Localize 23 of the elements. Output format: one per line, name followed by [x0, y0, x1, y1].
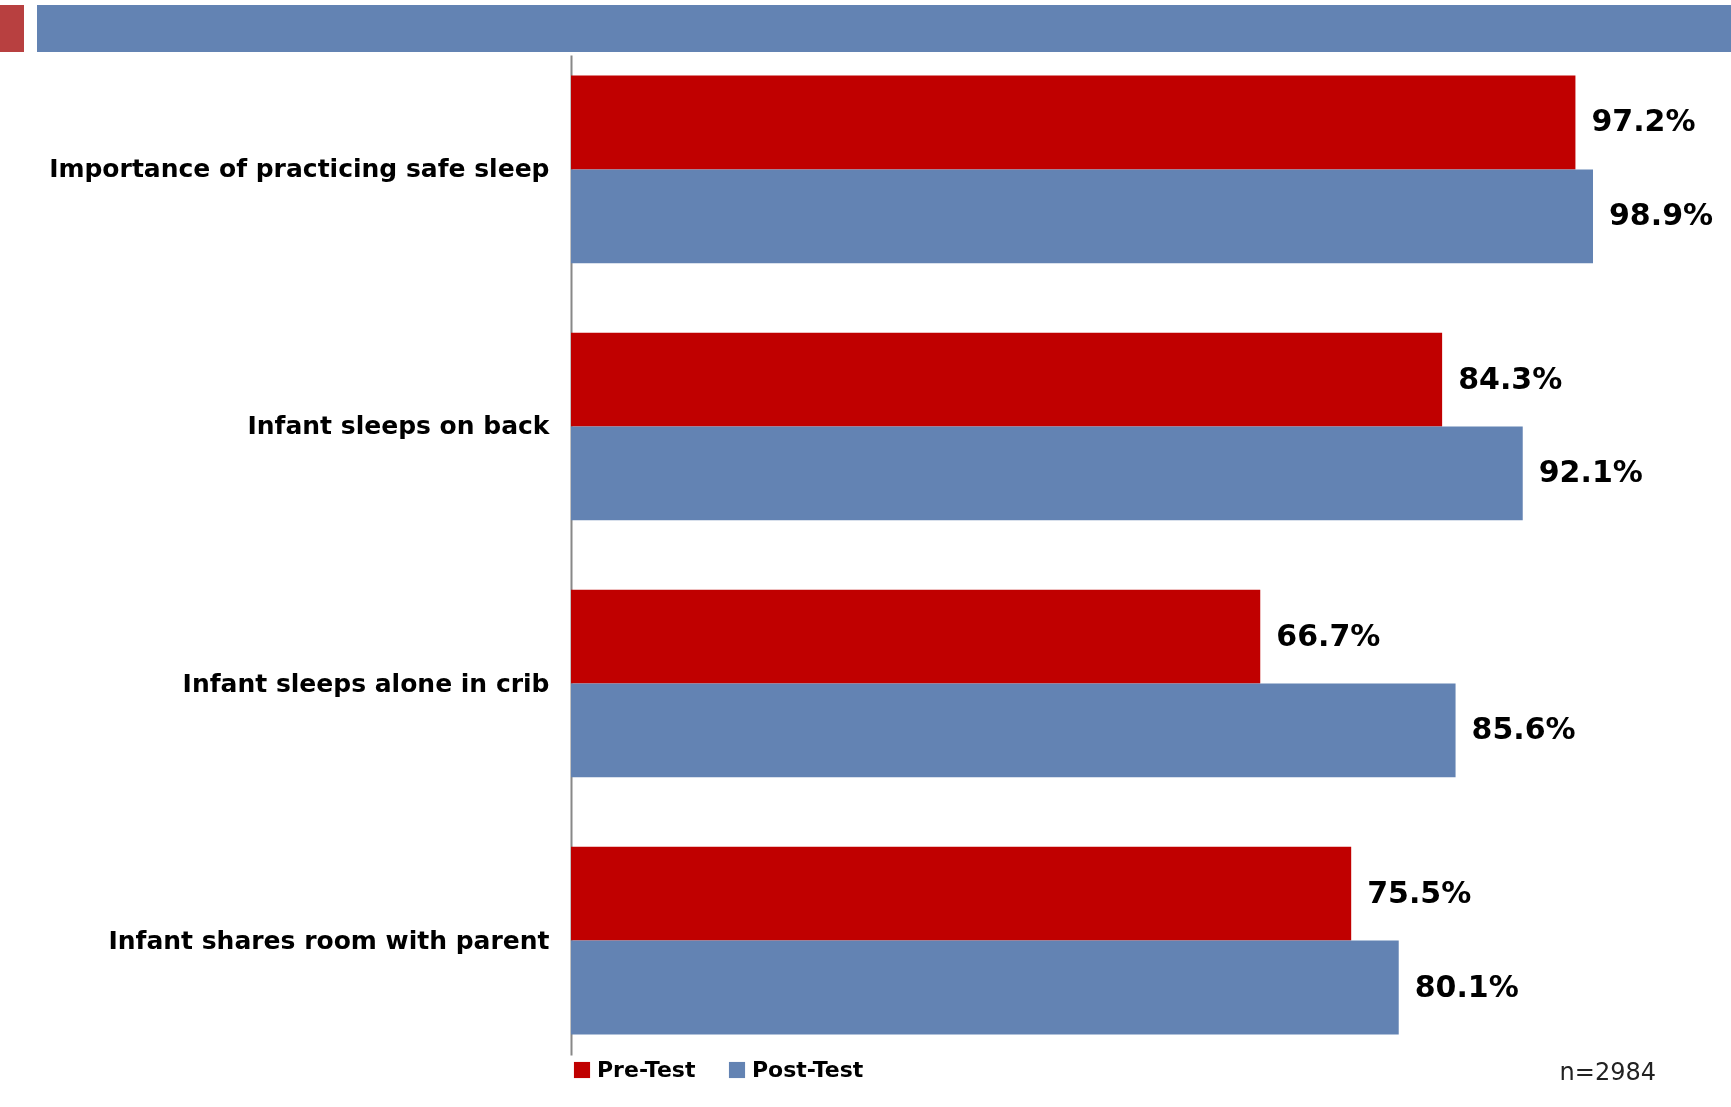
- legend-label: Post-Test: [752, 1057, 864, 1082]
- bar: [571, 426, 1523, 521]
- bar: [571, 940, 1399, 1035]
- bar: [571, 332, 1443, 427]
- y-tick-label: Infant sleeps on back: [247, 411, 551, 441]
- legend-label: Pre-Test: [597, 1057, 696, 1082]
- y-tick-label: Infant shares room with parent: [108, 925, 550, 955]
- y-tick-label: Infant sleeps alone in crib: [182, 668, 550, 698]
- text: n=2984: [1559, 1058, 1656, 1086]
- data-label: 92.1%: [1538, 454, 1643, 490]
- data-label: 85.6%: [1471, 711, 1576, 747]
- data-label: 84.3%: [1458, 360, 1563, 396]
- data-label: 66.7%: [1276, 617, 1381, 653]
- bar: [571, 589, 1261, 684]
- bar: [571, 683, 1456, 778]
- data-label: 98.9%: [1609, 197, 1714, 233]
- bar: [571, 75, 1576, 170]
- data-label: 80.1%: [1414, 968, 1519, 1004]
- data-label: 75.5%: [1367, 874, 1472, 910]
- y-tick-label: Importance of practicing safe sleep: [49, 154, 550, 184]
- bar: [571, 846, 1352, 941]
- data-label: 97.2%: [1591, 103, 1696, 139]
- bar: [571, 169, 1593, 264]
